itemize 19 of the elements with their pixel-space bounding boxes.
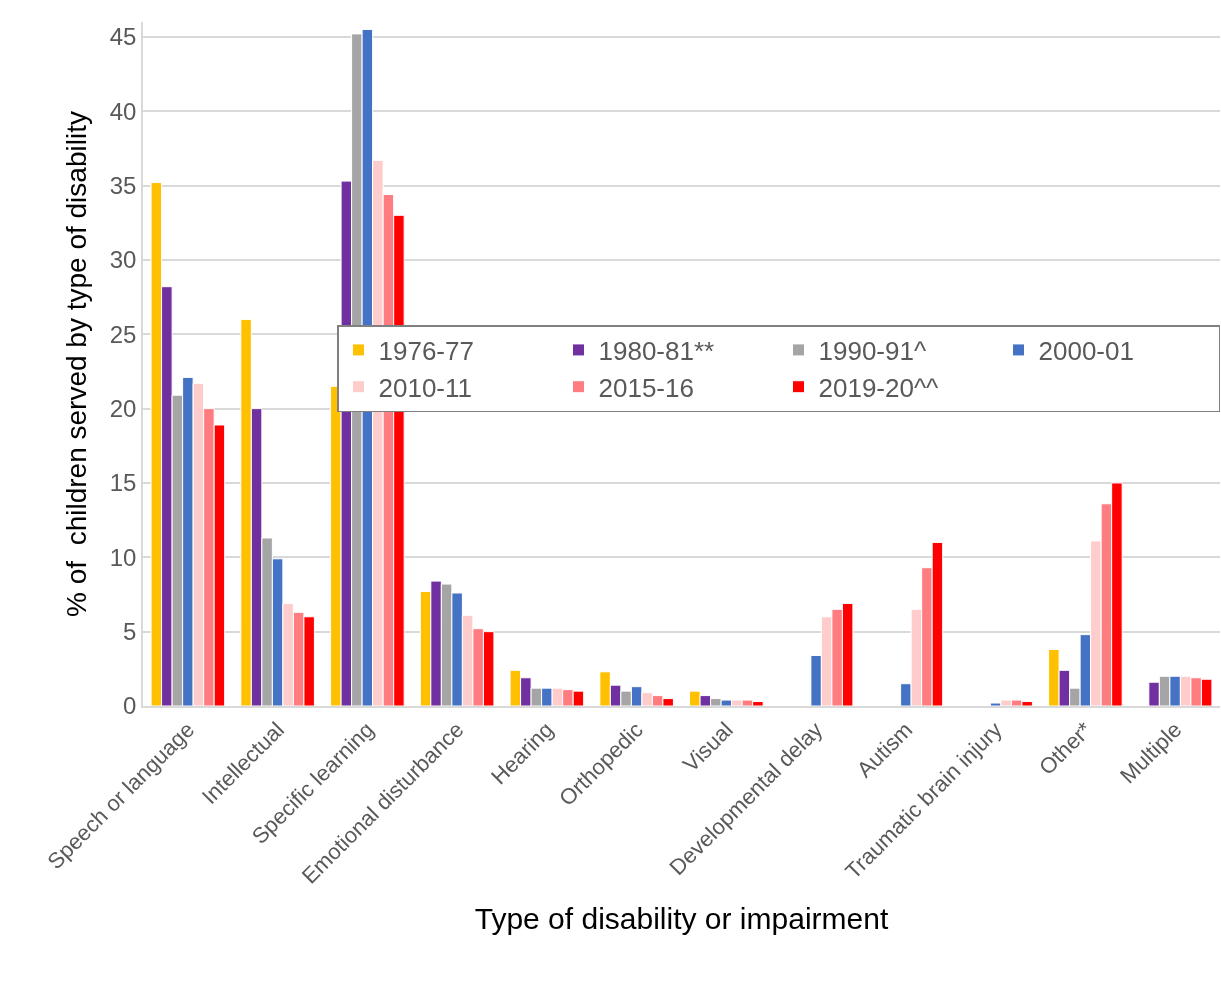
legend-label: 2019-20^^ [818,372,940,403]
y-tick-label: 0 [123,692,137,720]
y-tick-label: 5 [123,618,137,646]
legend-label: 1990-91^ [818,336,927,367]
y-tick-label: 45 [109,23,137,51]
y-tick-label: 30 [109,246,137,274]
y-tick-label: 40 [109,97,137,125]
legend-label: 1976-77 [378,336,474,367]
legend-label: 1980-81** [598,336,715,367]
y-tick-label: 20 [109,395,137,423]
legend-label: 2010-11 [378,372,472,403]
legend-label: 2015-16 [598,372,694,403]
legend-label: 2000-01 [1038,336,1134,367]
x-axis-title: Type of disability or impairment [474,901,889,935]
y-axis-title: % of children served by type of disability [60,111,92,617]
y-tick-label: 35 [109,171,137,199]
y-tick-label: 25 [109,320,137,348]
y-tick-label: 15 [109,469,137,497]
y-tick-label: 10 [109,543,137,571]
